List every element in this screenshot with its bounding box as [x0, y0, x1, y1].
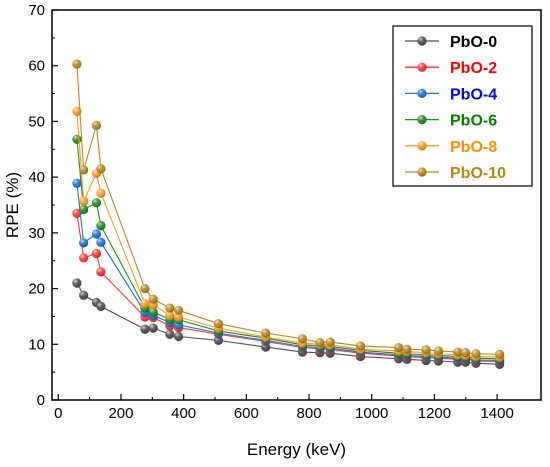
legend-item: PbO-8	[405, 139, 497, 156]
data-point-shade	[72, 134, 82, 144]
series-line	[76, 183, 500, 361]
data-point-shade	[433, 346, 444, 356]
data-point-shade	[91, 248, 102, 259]
legend-marker-shade	[417, 62, 427, 72]
data-point-shade	[355, 341, 366, 351]
legend-box	[392, 25, 533, 187]
y-tick-label: 60	[28, 58, 45, 75]
series-line	[76, 111, 500, 358]
series-group	[72, 59, 505, 369]
y-tick-label: 30	[28, 225, 45, 242]
data-point-shade	[72, 106, 82, 116]
y-tick-label: 20	[28, 281, 45, 298]
data-point-shade	[96, 188, 106, 198]
legend-item: PbO-0	[405, 34, 497, 51]
data-point-shade	[79, 290, 89, 300]
data-point-shade	[79, 165, 89, 175]
data-point-shade	[495, 349, 505, 359]
data-point-shade	[148, 307, 158, 317]
data-point-shade	[72, 208, 82, 218]
data-point-shade	[79, 253, 89, 263]
data-point-shade	[72, 59, 82, 69]
data-point-shade	[96, 164, 106, 174]
data-point-shade	[96, 267, 106, 277]
series-pbo-10	[72, 59, 505, 359]
data-point-shade	[173, 312, 184, 322]
data-point-shade	[297, 334, 308, 344]
series-line	[76, 282, 500, 365]
data-point-shade	[91, 198, 102, 208]
y-axis-title: RPE (%)	[3, 172, 22, 238]
data-point-shade	[148, 294, 158, 304]
y-tick-label: 70	[28, 2, 45, 19]
x-tick-label: 0	[54, 405, 62, 422]
data-point-shade	[394, 343, 404, 353]
x-tick-label: 400	[171, 405, 196, 422]
data-point-shade	[79, 204, 89, 215]
data-point-shade	[173, 331, 184, 342]
data-point-shade	[79, 238, 89, 248]
series-line	[76, 139, 500, 360]
data-point-shade	[453, 347, 463, 357]
data-point-shade	[91, 229, 102, 239]
legend-item: PbO-4	[405, 86, 497, 103]
y-tick-label: 10	[28, 336, 45, 353]
data-point-shade	[79, 196, 89, 206]
data-point-shade	[165, 329, 175, 339]
data-point-shade	[148, 323, 158, 333]
data-point-shade	[72, 278, 82, 288]
data-point-shade	[421, 345, 431, 355]
legend-marker-shade	[417, 141, 427, 151]
legend: PbO-0 PbO-2 PbO-4 PbO-6 PbO-8 PbO-10	[392, 25, 533, 187]
data-point-shade	[261, 328, 271, 338]
x-tick-label: 800	[297, 405, 322, 422]
data-point-shade	[96, 221, 106, 231]
data-point-shade	[460, 348, 471, 358]
legend-marker-shade	[417, 115, 427, 125]
legend-label: PbO-4	[450, 86, 497, 103]
x-tick-label: 1200	[418, 405, 451, 422]
legend-label: PbO-2	[450, 60, 497, 77]
x-tick-label: 1000	[355, 405, 388, 422]
data-point-shade	[165, 310, 175, 320]
y-tick-label: 0	[37, 392, 45, 409]
legend-label: PbO-0	[450, 34, 497, 51]
x-tick-label: 1400	[480, 405, 513, 422]
y-tick-label: 40	[28, 169, 45, 186]
data-point-shade	[140, 283, 150, 294]
data-point-shade	[325, 337, 335, 347]
data-point-shade	[72, 178, 82, 188]
data-point-shade	[165, 303, 175, 313]
data-point-shade	[315, 338, 325, 348]
data-point-shade	[96, 301, 106, 311]
x-tick-label: 200	[108, 405, 133, 422]
legend-item: PbO-10	[405, 165, 506, 182]
series-line	[76, 64, 500, 355]
data-point-shade	[140, 299, 150, 309]
legend-label: PbO-6	[450, 113, 497, 130]
legend-marker-shade	[417, 88, 427, 98]
legend-label: PbO-8	[450, 139, 497, 156]
data-point-shade	[471, 349, 481, 359]
legend-label: PbO-10	[450, 165, 506, 182]
axes: 0 200 400 600 800 1000 1200 1400 0 10 20 30 40 50 60 70	[28, 2, 542, 422]
data-point-shade	[173, 305, 184, 315]
data-point-shade	[213, 319, 224, 329]
legend-item: PbO-2	[405, 60, 497, 77]
x-axis-title: Energy (keV)	[247, 440, 346, 459]
data-point-shade	[91, 120, 102, 130]
legend-item: PbO-6	[405, 113, 497, 130]
legend-marker-shade	[417, 167, 427, 177]
series-line	[76, 213, 500, 363]
y-tick-label: 50	[28, 113, 45, 130]
x-tick-label: 600	[234, 405, 259, 422]
data-point-shade	[402, 344, 412, 354]
data-point-shade	[96, 237, 106, 247]
legend-marker-shade	[417, 36, 427, 46]
data-point-shade	[140, 324, 150, 334]
